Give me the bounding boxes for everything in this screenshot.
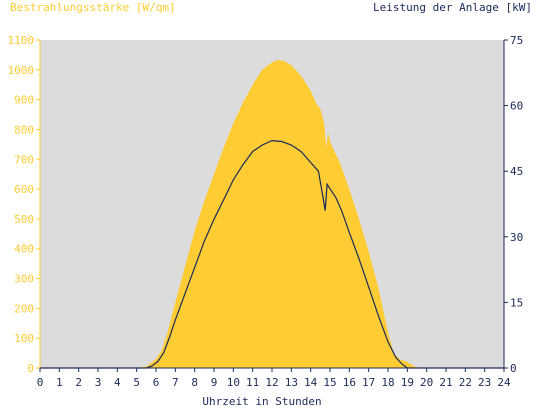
- left-axis-title: Bestrahlungsstärke [W/qm]: [10, 1, 176, 14]
- left-axis-ticks: 0 100 200 300 400 500 600 700 800 900 1000 1100: [8, 34, 40, 375]
- right-axis-title: Leistung der Anlage [kW]: [373, 1, 532, 14]
- x-tick-label: 9: [211, 376, 218, 389]
- left-tick-label: 600: [14, 183, 34, 196]
- right-tick-label: 30: [510, 231, 523, 244]
- x-tick-label: 5: [133, 376, 140, 389]
- x-tick-label: 23: [478, 376, 491, 389]
- right-tick-label: 75: [510, 34, 523, 47]
- left-tick-label: 1100: [8, 34, 35, 47]
- left-tick-label: 700: [14, 153, 34, 166]
- irradiance-area: [40, 60, 504, 368]
- right-tick-label: 60: [510, 100, 523, 113]
- power-line-layer: [40, 139, 504, 369]
- x-tick-label: 17: [362, 376, 375, 389]
- x-tick-label: 10: [227, 376, 240, 389]
- left-tick-label: 100: [14, 332, 34, 345]
- x-tick-label: 4: [114, 376, 121, 389]
- x-tick-label: 11: [246, 376, 259, 389]
- x-tick-label: 15: [323, 376, 336, 389]
- x-tick-label: 1: [56, 376, 63, 389]
- x-tick-label: 0: [37, 376, 44, 389]
- x-tick-label: 20: [420, 376, 433, 389]
- left-tick-label: 300: [14, 273, 34, 286]
- x-tick-label: 16: [343, 376, 356, 389]
- x-axis-ticks: 0 1 2 3 4 5 6 7 8 9 10 11 12 13 14 15 16 17 18 19 20 21 22 23 24: [37, 368, 511, 389]
- x-tick-label: 6: [153, 376, 160, 389]
- right-tick-label: 15: [510, 296, 523, 309]
- x-tick-label: 13: [285, 376, 298, 389]
- x-tick-label: 12: [265, 376, 278, 389]
- left-tick-label: 200: [14, 302, 34, 315]
- irradiance-area-layer: [40, 60, 504, 368]
- right-axis-ticks: 0 15 30 45 60 75: [504, 34, 523, 375]
- left-tick-label: 500: [14, 213, 34, 226]
- right-tick-label: 0: [510, 362, 517, 375]
- power-line: [40, 139, 504, 369]
- left-tick-label: 1000: [8, 64, 35, 77]
- x-tick-label: 2: [75, 376, 82, 389]
- right-tick-label: 45: [510, 165, 523, 178]
- x-axis-title: Uhrzeit in Stunden: [202, 395, 321, 408]
- x-tick-label: 18: [381, 376, 394, 389]
- left-tick-label: 400: [14, 243, 34, 256]
- x-tick-label: 24: [497, 376, 511, 389]
- left-tick-label: 0: [27, 362, 34, 375]
- x-tick-label: 7: [172, 376, 179, 389]
- left-tick-label: 800: [14, 123, 34, 136]
- x-tick-label: 14: [304, 376, 318, 389]
- x-tick-label: 21: [439, 376, 452, 389]
- x-tick-label: 19: [401, 376, 414, 389]
- x-tick-label: 8: [191, 376, 198, 389]
- x-tick-label: 3: [95, 376, 102, 389]
- left-tick-label: 900: [14, 94, 34, 107]
- x-tick-label: 22: [459, 376, 472, 389]
